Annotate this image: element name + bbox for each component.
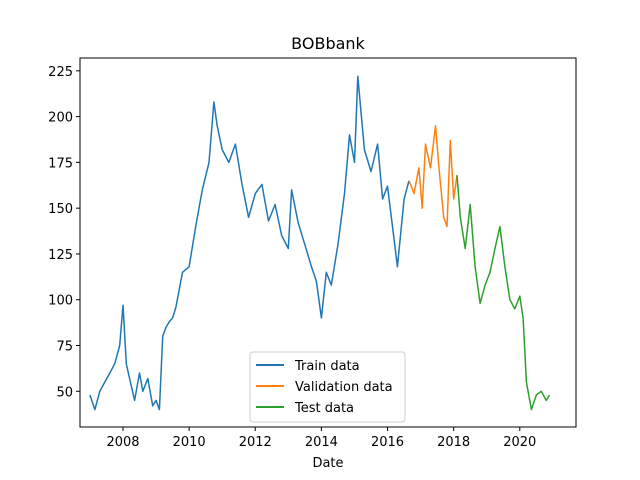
x-tick-label-0: 2008 [106, 435, 139, 450]
x-axis-label: Date [312, 456, 343, 471]
x-tick-label-6: 2020 [503, 435, 536, 450]
legend-label-validation: Validation data [295, 380, 393, 395]
y-tick-label-5: 175 [48, 156, 73, 171]
y-axis: 50 75 100 125 150 175 200 225 [48, 65, 80, 400]
y-tick-label-4: 150 [48, 202, 73, 217]
chart-title: BOBbank [291, 34, 365, 53]
x-axis: 2008 2010 2012 2014 2016 2018 2020 [106, 427, 536, 450]
x-tick-label-1: 2010 [173, 435, 206, 450]
plot-frame [79, 57, 577, 428]
legend-label-train: Train data [294, 359, 360, 374]
legend: Train data Validation data Test data [249, 351, 406, 423]
y-tick-label-0: 50 [56, 385, 73, 400]
y-tick-label-6: 200 [48, 111, 73, 126]
y-tick-label-1: 75 [56, 340, 73, 355]
x-tick-label-5: 2018 [437, 435, 470, 450]
series-line-2 [456, 175, 551, 411]
y-tick-label-3: 125 [48, 248, 73, 263]
series-line-0 [89, 75, 410, 411]
x-tick-label-4: 2016 [371, 435, 404, 450]
y-tick-label-2: 100 [48, 294, 73, 309]
legend-box [249, 351, 406, 423]
x-tick-label-2: 2012 [239, 435, 272, 450]
legend-label-test: Test data [294, 401, 354, 416]
y-tick-label-7: 225 [48, 65, 73, 80]
series-layer [89, 75, 551, 411]
x-tick-label-3: 2014 [305, 435, 338, 450]
series-line-1 [408, 125, 458, 228]
